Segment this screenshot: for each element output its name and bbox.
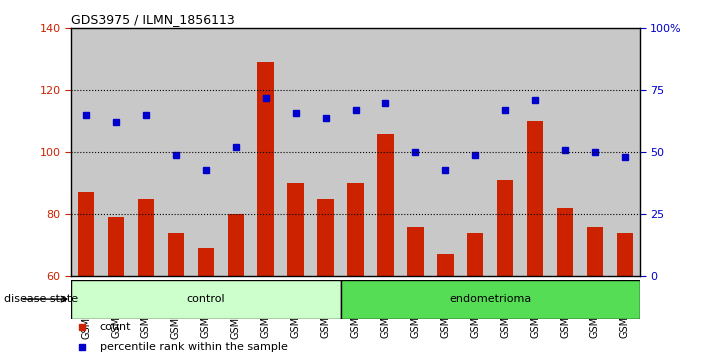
Bar <box>341 280 640 319</box>
Text: disease state: disease state <box>4 294 77 304</box>
Bar <box>101 28 131 276</box>
Bar <box>108 217 124 276</box>
Bar <box>341 28 370 276</box>
Bar <box>610 28 640 276</box>
Bar <box>587 227 603 276</box>
Bar <box>437 255 454 276</box>
Bar <box>497 180 513 276</box>
Bar <box>131 28 161 276</box>
Bar <box>77 193 95 276</box>
Bar <box>198 248 214 276</box>
Bar <box>557 208 573 276</box>
Bar <box>191 28 221 276</box>
Bar <box>281 28 311 276</box>
Bar <box>71 28 101 276</box>
Bar <box>430 28 460 276</box>
Bar <box>257 62 274 276</box>
Bar <box>168 233 184 276</box>
Bar <box>520 28 550 276</box>
Bar <box>460 28 490 276</box>
Bar <box>347 183 364 276</box>
Bar <box>400 28 430 276</box>
Bar <box>550 28 580 276</box>
Bar <box>221 28 251 276</box>
Bar <box>490 28 520 276</box>
Bar <box>407 227 424 276</box>
Text: GDS3975 / ILMN_1856113: GDS3975 / ILMN_1856113 <box>71 13 235 26</box>
Bar <box>311 28 341 276</box>
Bar <box>467 233 483 276</box>
Bar <box>228 214 244 276</box>
Text: count: count <box>100 322 131 332</box>
Bar <box>71 280 341 319</box>
Bar <box>317 199 333 276</box>
Bar <box>251 28 281 276</box>
Text: control: control <box>186 294 225 304</box>
Bar <box>580 28 610 276</box>
Text: percentile rank within the sample: percentile rank within the sample <box>100 342 287 352</box>
Bar <box>378 133 394 276</box>
Bar <box>287 183 304 276</box>
Bar <box>616 233 634 276</box>
Bar <box>527 121 543 276</box>
Text: endometrioma: endometrioma <box>449 294 531 304</box>
Bar <box>370 28 400 276</box>
Bar <box>161 28 191 276</box>
Bar <box>138 199 154 276</box>
